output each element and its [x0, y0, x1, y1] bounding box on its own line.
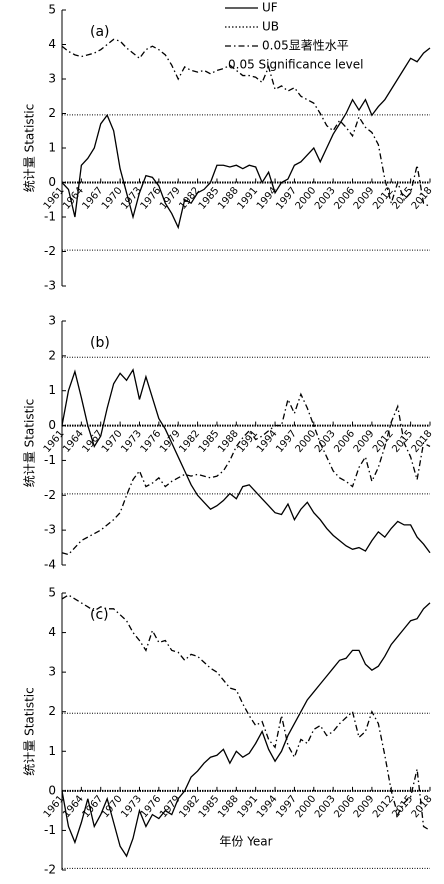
series-line [61, 594, 431, 831]
x-tick-label: 2000 [294, 185, 319, 212]
x-tick-label: 1982 [177, 428, 202, 455]
x-tick-label: 2006 [332, 428, 357, 455]
x-tick-label: 1970 [100, 185, 125, 212]
y-axis-label: 统计量 Statistic [23, 687, 37, 775]
x-tick-label: 1985 [197, 794, 222, 821]
y-tick-label: 5 [48, 3, 56, 17]
x-tick-label: 1982 [177, 185, 202, 212]
x-tick-label: 2003 [313, 185, 338, 212]
x-tick-label: 2009 [352, 794, 377, 821]
y-tick-label: -2 [44, 244, 56, 258]
y-tick-label: 1 [48, 744, 56, 758]
x-tick-label: 1994 [255, 185, 280, 212]
series-line [61, 368, 431, 554]
y-tick-label: 1 [48, 383, 56, 397]
x-tick-label: 1979 [158, 185, 183, 212]
x-tick-label: 1991 [235, 794, 260, 821]
x-tick-label: 2006 [332, 794, 357, 821]
x-tick-label: 1994 [255, 794, 280, 821]
x-tick-label: 2000 [294, 794, 319, 821]
y-axis-label: 统计量 Statistic [23, 399, 37, 487]
y-tick-label: 3 [48, 72, 56, 86]
y-tick-label: -1 [44, 453, 56, 467]
y-axis-label: 统计量 Statistic [23, 104, 37, 192]
y-tick-label: -4 [44, 558, 56, 572]
y-tick-label: 5 [48, 586, 56, 600]
legend-label: 0.05显著性水平 [262, 39, 349, 53]
x-tick-label: 1988 [216, 428, 241, 455]
x-tick-label: 1997 [274, 794, 299, 821]
y-tick-label: 0 [48, 175, 56, 189]
y-tick-label: 3 [48, 665, 56, 679]
y-tick-label: -3 [44, 279, 56, 293]
x-tick-label: 1967 [81, 185, 106, 212]
x-tick-label: 1967 [81, 794, 106, 821]
x-tick-label: 1964 [61, 428, 86, 455]
y-tick-label: 3 [48, 314, 56, 328]
x-tick-label: 1988 [216, 185, 241, 212]
series-line [61, 38, 431, 208]
y-tick-label: 2 [48, 348, 56, 362]
panel: -3-2-10123451961196419671970197319761979… [23, 1, 435, 293]
x-tick-label: 1985 [197, 185, 222, 212]
panel-label: (c) [90, 607, 109, 623]
x-tick-label: 1988 [216, 794, 241, 821]
y-tick-label: 2 [48, 704, 56, 718]
legend-label: UF [262, 1, 278, 15]
x-tick-label: 1991 [235, 185, 260, 212]
y-tick-label: -1 [44, 823, 56, 837]
x-tick-label: 2006 [332, 185, 357, 212]
x-tick-label: 1961 [42, 185, 67, 212]
y-tick-label: -2 [44, 488, 56, 502]
y-tick-label: 4 [48, 625, 56, 639]
x-tick-label: 1961 [42, 428, 67, 455]
x-tick-label: 1970 [100, 428, 125, 455]
x-tick-label: 2012 [371, 428, 396, 455]
x-tick-label: 2012 [371, 794, 396, 821]
x-tick-label: 1985 [197, 428, 222, 455]
x-tick-label: 1982 [177, 794, 202, 821]
x-tick-label: 1973 [119, 428, 144, 455]
panel-label: (b) [90, 335, 110, 351]
x-axis-label: 年份 Year [219, 835, 272, 849]
y-tick-label: 0 [48, 783, 56, 797]
series-line [61, 47, 431, 230]
panel: -2-1012345196119641967197019731976197919… [23, 586, 435, 877]
y-tick-label: -2 [44, 863, 56, 877]
y-tick-label: 4 [48, 37, 56, 51]
y-tick-label: 2 [48, 106, 56, 120]
x-tick-label: 2000 [294, 428, 319, 455]
x-tick-label: 2015 [390, 794, 415, 821]
x-tick-label: 1997 [274, 428, 299, 455]
y-tick-label: 1 [48, 141, 56, 155]
x-tick-label: 2009 [352, 428, 377, 455]
x-tick-label: 2009 [352, 185, 377, 212]
panel: -4-3-2-101231961196419671970197319761979… [23, 314, 435, 572]
y-tick-label: -1 [44, 210, 56, 224]
y-tick-label: -3 [44, 523, 56, 537]
y-tick-label: 0 [48, 418, 56, 432]
legend-label: 0.05 Significance level [228, 58, 364, 72]
legend-label: UB [262, 20, 279, 34]
x-tick-label: 1973 [119, 794, 144, 821]
panel-label: (a) [90, 24, 110, 40]
x-tick-label: 1976 [139, 428, 164, 455]
series-line [61, 602, 431, 858]
x-tick-label: 2003 [313, 794, 338, 821]
x-tick-label: 1964 [61, 185, 86, 212]
series-line [61, 392, 431, 556]
